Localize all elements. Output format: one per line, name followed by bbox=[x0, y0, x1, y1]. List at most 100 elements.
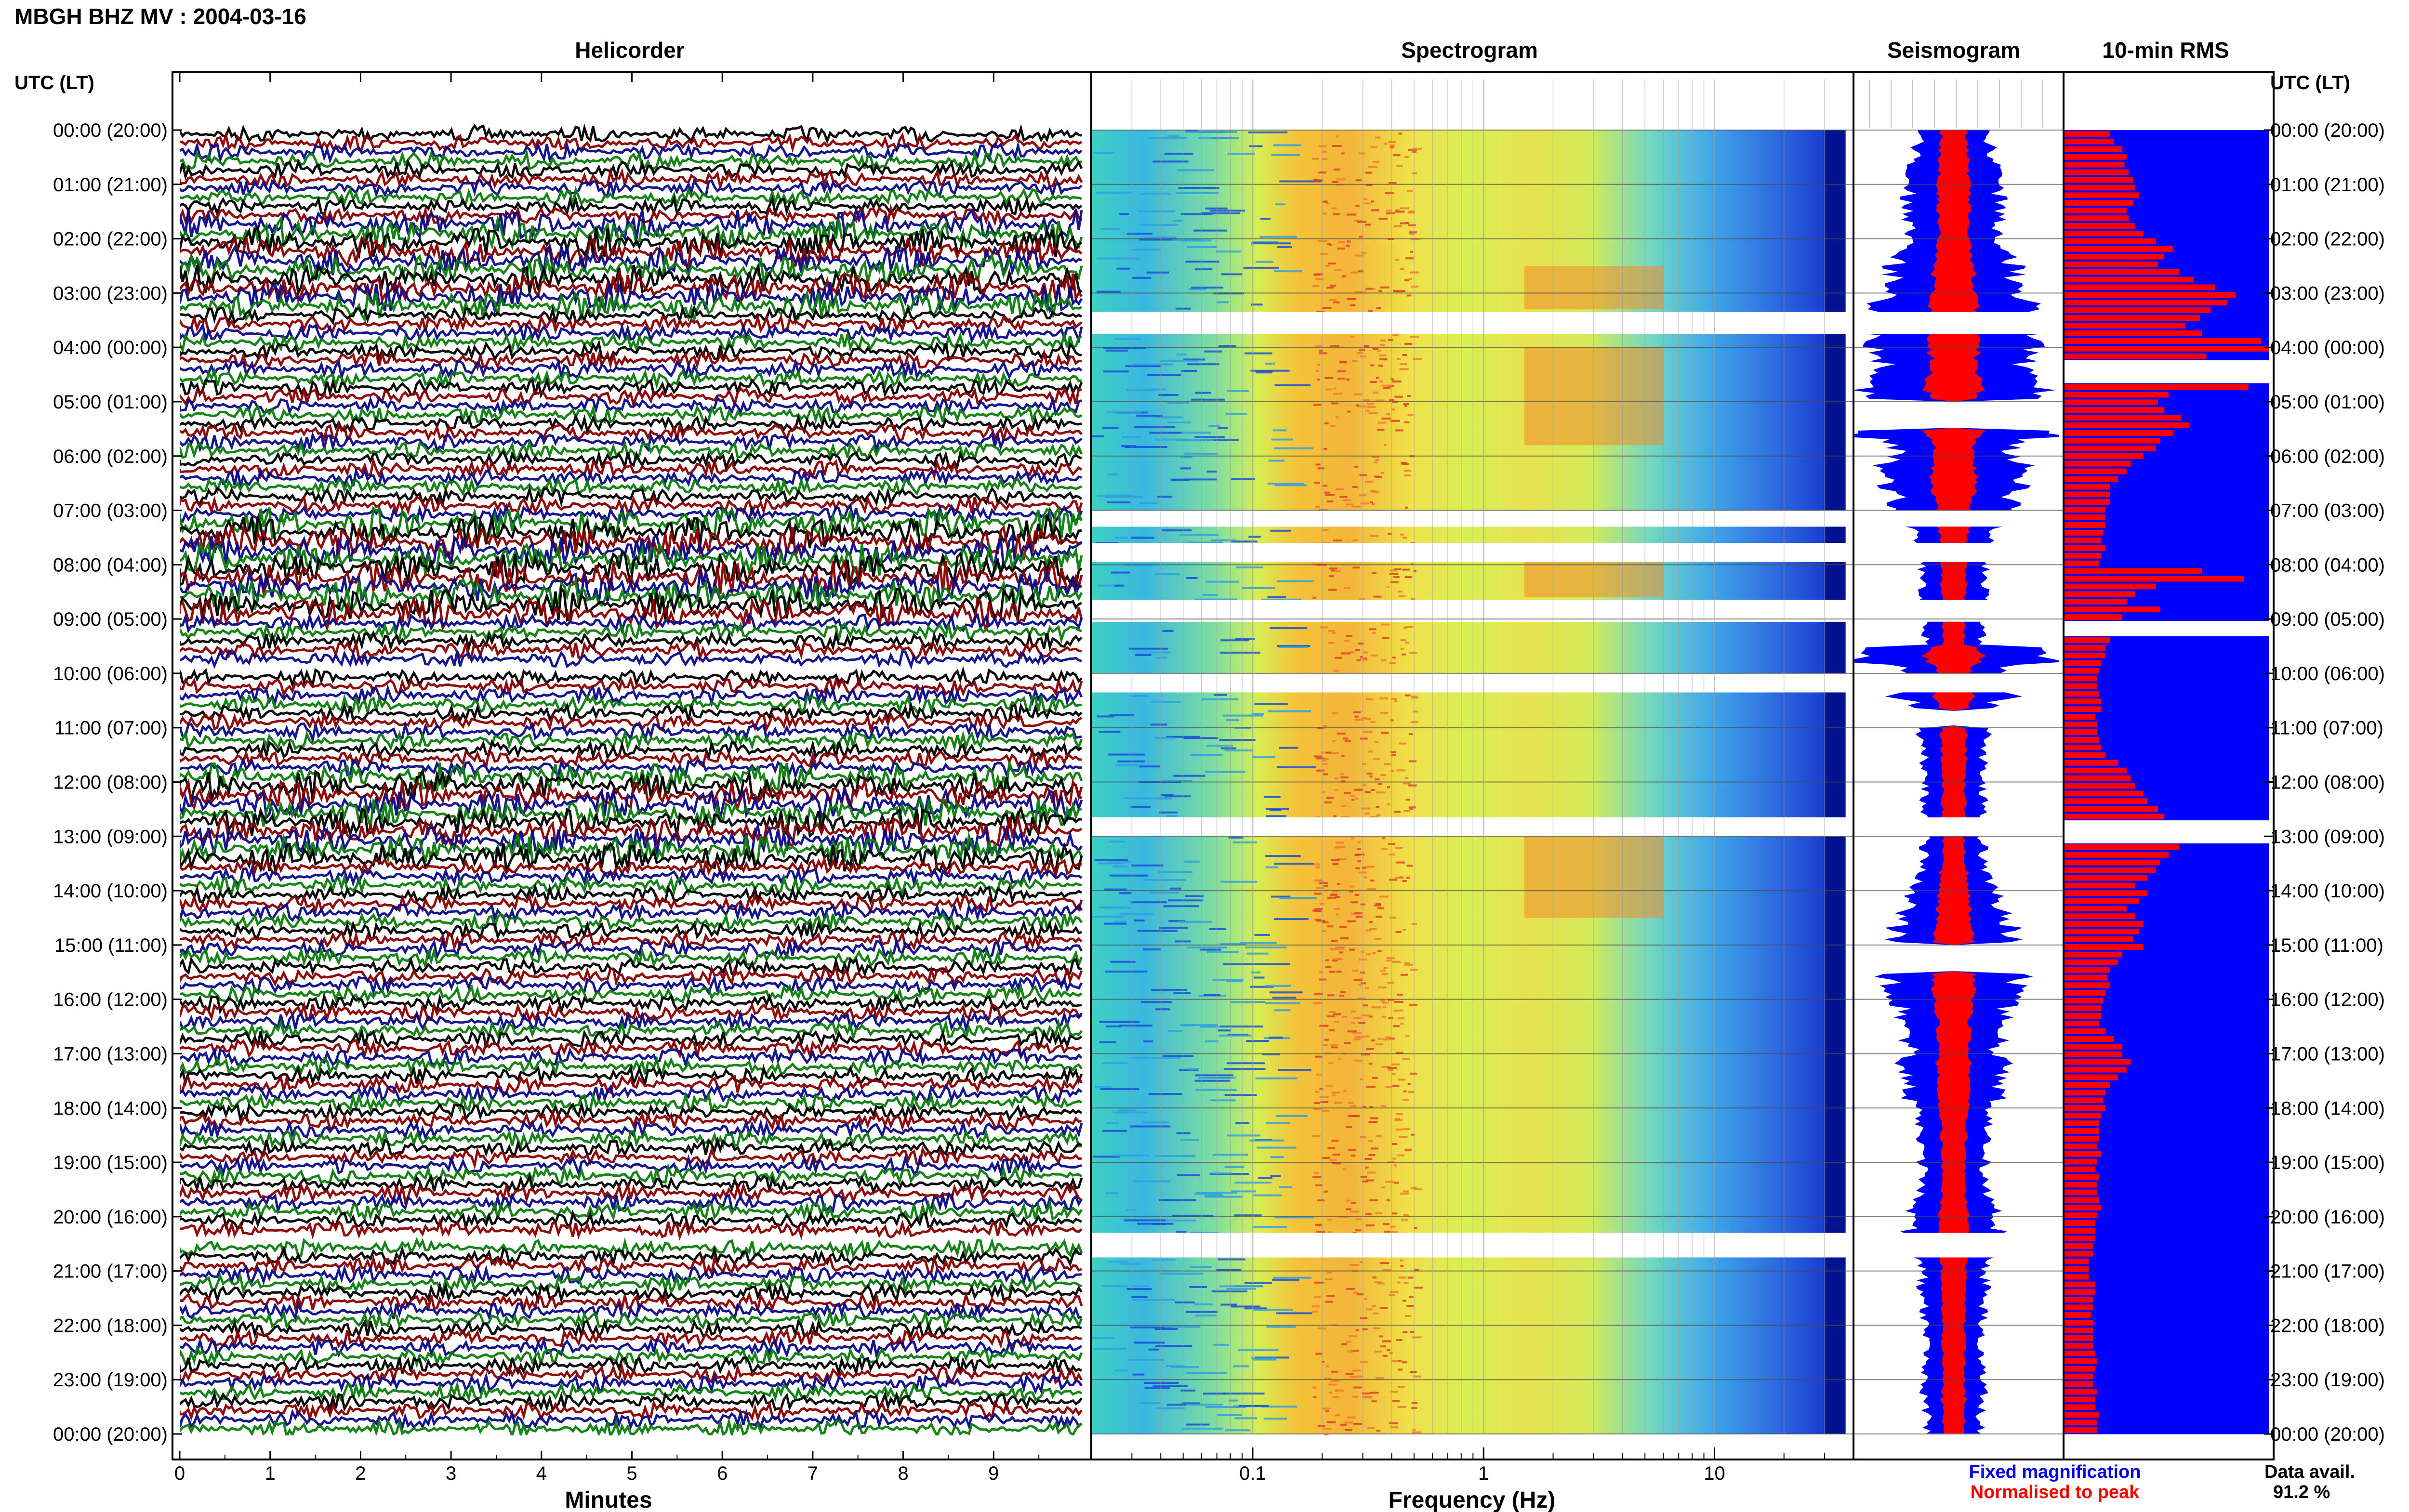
spectrogram-streak bbox=[1181, 1427, 1223, 1430]
spectrogram-streak bbox=[1275, 203, 1285, 206]
spectrogram-streak bbox=[1223, 1068, 1266, 1070]
spectrogram-speckle bbox=[1395, 1118, 1400, 1120]
rms-bar bbox=[2064, 300, 2228, 306]
spectrogram-speckle bbox=[1365, 1213, 1372, 1215]
helicorder-trace-38 bbox=[180, 456, 1083, 481]
spectrogram-speckle bbox=[1350, 1011, 1356, 1013]
helicorder-x-tick-label: 5 bbox=[626, 1463, 637, 1484]
spectrogram-streak bbox=[1261, 598, 1301, 601]
spectrogram-streak bbox=[1259, 236, 1297, 238]
rms-row-background bbox=[2064, 1303, 2269, 1312]
spectrogram-streak bbox=[1156, 1407, 1185, 1409]
spectrogram-speckle bbox=[1318, 1425, 1325, 1427]
spectrogram-speckle bbox=[1399, 1276, 1406, 1279]
spectrogram-segment-8 bbox=[1091, 1257, 1846, 1434]
spectrogram-speckle bbox=[1356, 404, 1359, 407]
spectrogram-streak bbox=[1242, 587, 1275, 589]
spectrogram-speckle bbox=[1404, 1315, 1411, 1317]
rms-bar bbox=[2064, 760, 2118, 766]
spectrogram-streak bbox=[1097, 257, 1140, 260]
helicorder-trace-8 bbox=[180, 185, 1082, 209]
spectrogram-streak bbox=[1096, 192, 1133, 194]
spectrogram-speckle bbox=[1358, 643, 1364, 645]
helicorder-trace-113 bbox=[180, 1136, 1083, 1160]
spectrogram-streak bbox=[1213, 1343, 1229, 1346]
rms-bar bbox=[2064, 706, 2102, 712]
time-label-left: 21:00 (17:00) bbox=[53, 1261, 168, 1282]
spectrogram-speckle bbox=[1319, 881, 1324, 883]
spectrogram-streak bbox=[1159, 1273, 1191, 1275]
spectrogram-speckle bbox=[1405, 694, 1411, 697]
spectrogram-streak bbox=[1187, 363, 1219, 366]
rms-bar bbox=[2064, 399, 2158, 406]
spectrogram-speckle bbox=[1326, 1272, 1332, 1274]
spectrogram-streak bbox=[1207, 951, 1239, 953]
rms-bar bbox=[2064, 1136, 2100, 1142]
spectrogram-speckle bbox=[1408, 784, 1417, 787]
spectrogram-speckle bbox=[1362, 658, 1366, 661]
rms-bar bbox=[2064, 714, 2095, 720]
rms-row-background bbox=[2064, 1235, 2269, 1243]
time-label-left: 01:00 (21:00) bbox=[53, 174, 168, 196]
spectrogram-streak bbox=[1175, 192, 1219, 194]
spectrogram-speckle bbox=[1408, 1091, 1414, 1093]
spectrogram-streak bbox=[1159, 927, 1188, 929]
spectrogram-speckle bbox=[1362, 1004, 1368, 1007]
spectrogram-streak bbox=[1204, 1077, 1236, 1079]
rms-row-background bbox=[2064, 981, 2269, 989]
spectrogram-speckle bbox=[1414, 1269, 1419, 1271]
spectrogram-speckle bbox=[1409, 1004, 1418, 1006]
spectrogram-streak bbox=[1112, 1111, 1147, 1114]
spectrogram-streak bbox=[1194, 1193, 1223, 1195]
spectrogram-speckle bbox=[1320, 1101, 1328, 1103]
rms-row-background bbox=[2064, 736, 2269, 744]
spectrogram-speckle bbox=[1403, 782, 1411, 785]
spectrogram-speckle bbox=[1405, 799, 1410, 801]
spectrogram-streak bbox=[1094, 859, 1128, 861]
spectrogram-streak bbox=[1137, 930, 1178, 932]
spectrogram-speckle bbox=[1414, 1227, 1417, 1229]
spectrogram-streak bbox=[1234, 1285, 1263, 1288]
spectrogram-speckle bbox=[1327, 896, 1337, 899]
spectrogram-streak bbox=[1266, 815, 1286, 817]
spectrogram-speckle bbox=[1400, 207, 1409, 210]
rms-bar bbox=[2064, 1013, 2102, 1019]
rms-row-background bbox=[2064, 1265, 2269, 1274]
spectrogram-streak bbox=[1152, 160, 1189, 163]
spectrogram-speckle bbox=[1354, 912, 1363, 915]
spectrogram-streak bbox=[1140, 193, 1171, 195]
rms-bar bbox=[2064, 415, 2182, 421]
spectrogram-speckle bbox=[1327, 1231, 1331, 1234]
spectrogram-speckle bbox=[1382, 1340, 1391, 1342]
spectrogram-speckle bbox=[1411, 598, 1416, 600]
spectrogram-speckle bbox=[1358, 1022, 1365, 1024]
rms-bar bbox=[2064, 1197, 2100, 1203]
rms-row-background bbox=[2064, 1135, 2269, 1143]
rms-bar bbox=[2064, 1151, 2102, 1157]
helicorder-trace-81 bbox=[180, 841, 1083, 875]
spectrogram-speckle bbox=[1328, 630, 1335, 632]
helicorder-trace-105 bbox=[180, 1064, 1083, 1088]
time-label-right: 08:00 (04:00) bbox=[2270, 554, 2385, 576]
spectrogram-speckle bbox=[1345, 245, 1350, 247]
spectrogram-streak bbox=[1181, 1404, 1223, 1406]
spectrogram-streak bbox=[1226, 719, 1240, 722]
spectrogram-streak bbox=[1254, 976, 1265, 979]
spectrogram-speckle bbox=[1403, 627, 1407, 629]
spectrogram-speckle bbox=[1408, 224, 1416, 226]
spectrogram-speckle bbox=[1327, 925, 1334, 928]
rms-gap-row bbox=[2064, 360, 2269, 368]
rms-row-background bbox=[2064, 1204, 2269, 1212]
time-label-right: 22:00 (18:00) bbox=[2270, 1315, 2385, 1336]
spectrogram-speckle bbox=[1404, 576, 1413, 579]
helicorder-x-tick-label: 2 bbox=[355, 1463, 366, 1484]
spectrogram-speckle bbox=[1378, 289, 1382, 292]
spectrogram-speckle bbox=[1337, 378, 1345, 380]
spectrogram-speckle bbox=[1353, 1422, 1363, 1425]
helicorder-trace-19 bbox=[180, 282, 1083, 315]
spectrogram-speckle bbox=[1331, 859, 1340, 861]
spectrogram-streak bbox=[1231, 1305, 1260, 1308]
spectrogram-speckle bbox=[1410, 1371, 1417, 1373]
rms-bar bbox=[2064, 292, 2236, 298]
axes-ticks: 0 1 2 3 4 5 6 7 8 9 0.1 1 10 bbox=[174, 72, 1826, 1484]
